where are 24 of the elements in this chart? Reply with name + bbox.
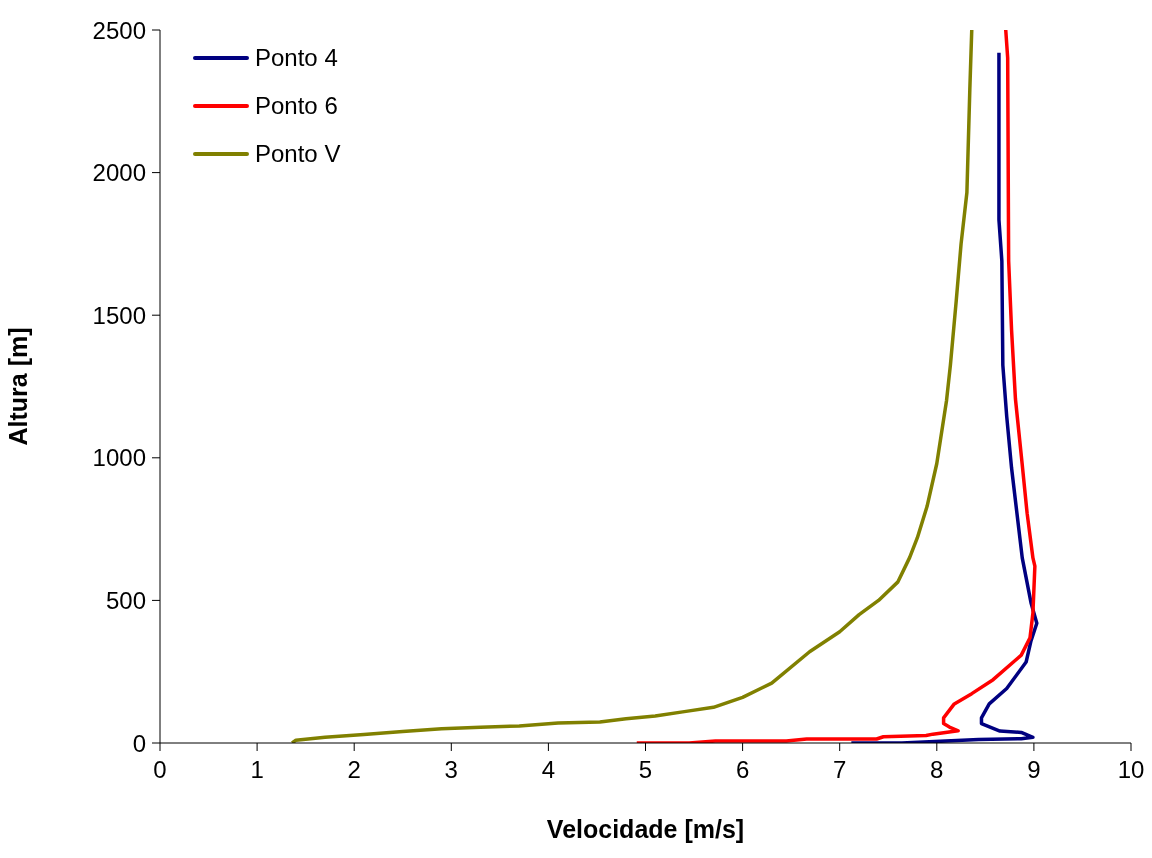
x-tick-label: 10 [1117,756,1145,784]
x-axis-title: Velocidade [m/s] [546,815,745,843]
y-tick-label: 2500 [92,16,146,44]
y-axis-title: Altura [m] [3,327,32,446]
y-tick-label: 0 [132,729,146,757]
x-tick-label: 0 [153,756,167,784]
line-series [635,30,1037,743]
x-tick-label: 6 [735,756,750,784]
x-tick-label: 7 [833,756,847,784]
x-tick-label: 3 [444,756,458,784]
x-tick-label: 8 [930,756,944,784]
x-tick-label: 4 [541,756,556,784]
legend-label: Ponto 6 [255,92,338,120]
y-tick-label: 500 [105,586,146,614]
x-tick-label: 9 [1027,756,1041,784]
line-series [849,51,1039,743]
x-tick-label: 5 [638,756,653,784]
y-tick-label: 1500 [92,301,146,329]
legend-label: Ponto 4 [255,44,338,72]
legend-label: Ponto V [255,140,341,168]
y-tick-label: 2000 [92,159,146,187]
x-tick-label: 2 [347,756,361,784]
y-tick-label: 1000 [92,444,146,472]
x-tick-label: 1 [250,756,264,784]
